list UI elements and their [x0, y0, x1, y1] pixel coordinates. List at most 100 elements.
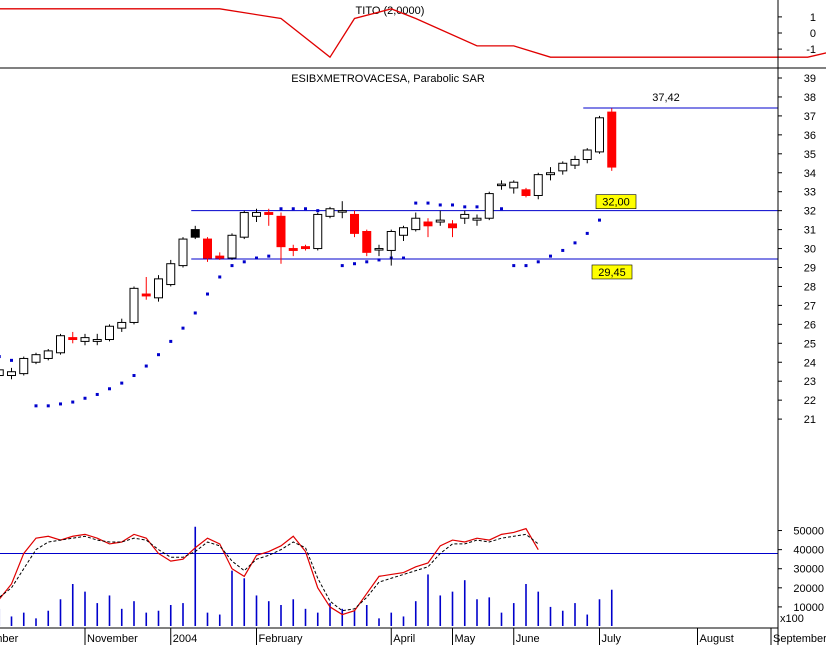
- price-tick-label: 38: [804, 92, 816, 104]
- price-tick-label: 28: [804, 281, 816, 293]
- candle-body: [80, 337, 90, 342]
- price-tick-label: 29: [804, 263, 816, 275]
- sar-dot: [524, 264, 528, 268]
- level-label: 32,00: [602, 197, 630, 209]
- sar-dot: [206, 292, 209, 296]
- price-tick-label: 21: [804, 414, 816, 426]
- candle-body: [43, 350, 53, 359]
- sar-dot: [181, 326, 185, 330]
- candle-body: [288, 248, 298, 251]
- x-tick-label: 2004: [173, 633, 197, 645]
- level-labels: 37,42 32,00 29,45: [591, 92, 680, 280]
- candle-body: [472, 217, 482, 221]
- sar-dot: [598, 218, 601, 222]
- sar-dot: [132, 374, 136, 378]
- price-tick-label: 26: [804, 319, 816, 331]
- sar-dot: [59, 402, 62, 406]
- sar-dot: [463, 205, 467, 209]
- sar-dot: [71, 400, 75, 404]
- volume-tick-label: 20000: [793, 583, 824, 595]
- sar-dot: [438, 203, 442, 207]
- candle-body: [521, 189, 531, 196]
- x-tick-label: February: [259, 633, 304, 645]
- tito-panel: TITO (2,0000) 10-1: [0, 5, 826, 59]
- tito-series: [0, 8, 826, 59]
- sar-dot: [561, 248, 565, 252]
- candle-body: [7, 371, 16, 377]
- sar-dot: [230, 264, 234, 268]
- candle-body: [301, 246, 310, 250]
- sar-dot: [279, 207, 283, 211]
- candle-body: [227, 234, 237, 259]
- sar-dot: [316, 209, 320, 213]
- candle-body: [325, 208, 335, 217]
- level-label-box: [591, 264, 633, 280]
- sar-dot: [426, 201, 430, 205]
- parabolic-sar: [0, 197, 626, 408]
- tito-tick-label: 0: [810, 28, 816, 40]
- volume-unit-label: x100: [780, 613, 804, 625]
- candle-body: [276, 215, 286, 248]
- tito-tick-label: 1: [810, 12, 816, 24]
- candle-body: [595, 117, 604, 153]
- price-tick-label: 25: [804, 338, 816, 350]
- sar-dot: [144, 364, 148, 368]
- sar-dot: [536, 260, 540, 264]
- candle-body: [374, 248, 384, 251]
- sar-dot: [414, 201, 418, 205]
- candle-body: [105, 325, 114, 341]
- candle-body: [19, 357, 29, 375]
- sar-dot: [451, 203, 454, 207]
- candle-body: [423, 221, 433, 227]
- candle-body: [31, 354, 41, 363]
- candle-body: [411, 217, 421, 231]
- candle-body: [362, 230, 372, 253]
- candle-body: [0, 369, 4, 377]
- x-tick-label: September: [0, 633, 19, 645]
- level-label: 29,45: [598, 267, 626, 279]
- candle-body: [92, 339, 102, 342]
- candle-body: [252, 212, 261, 217]
- candle-body: [497, 183, 506, 187]
- candle-body: [448, 223, 457, 229]
- candle-body: [386, 230, 396, 251]
- sar-dot: [267, 254, 271, 258]
- sar-dot: [291, 207, 295, 211]
- candle-body: [313, 213, 323, 250]
- sar-dot: [0, 355, 1, 359]
- price-tick-label: 31: [804, 225, 816, 237]
- candle-body: [509, 181, 519, 189]
- oscillator-main-line: [0, 527, 539, 616]
- candle-body: [203, 238, 212, 259]
- x-tick-label: July: [602, 633, 622, 645]
- candle-body: [435, 219, 445, 223]
- price-levels: [191, 107, 778, 260]
- candle-body: [582, 149, 592, 160]
- sar-dot: [365, 260, 369, 264]
- price-tick-label: 30: [804, 244, 816, 256]
- oscillator-signal-line: [0, 533, 539, 612]
- candle-body: [56, 335, 65, 354]
- sar-dot: [218, 275, 222, 279]
- price-tick-label: 22: [804, 395, 816, 407]
- sar-dot: [573, 241, 577, 245]
- candle-body: [154, 278, 163, 299]
- price-panel: ESIBXMETROVACESA, Parabolic SAR 21 22 23 24…: [0, 73, 816, 426]
- candle-body: [570, 158, 580, 166]
- price-title: ESIBXMETROVACESA, Parabolic SAR: [291, 73, 485, 85]
- sar-dot: [157, 353, 160, 357]
- candle-body: [350, 213, 359, 234]
- price-y-axis: 21 22 23 24 25 26 27 28 29 30 31 32 33 34 35 36 37 38 39: [778, 73, 816, 426]
- candle-body: [117, 321, 127, 329]
- sar-dot: [549, 254, 552, 258]
- price-tick-label: 27: [804, 300, 816, 312]
- sar-dot: [585, 231, 589, 235]
- sar-dot: [242, 260, 246, 264]
- price-tick-label: 37: [804, 111, 816, 123]
- candle-body: [68, 337, 78, 341]
- sar-dot: [304, 207, 307, 211]
- sar-dot: [120, 381, 124, 385]
